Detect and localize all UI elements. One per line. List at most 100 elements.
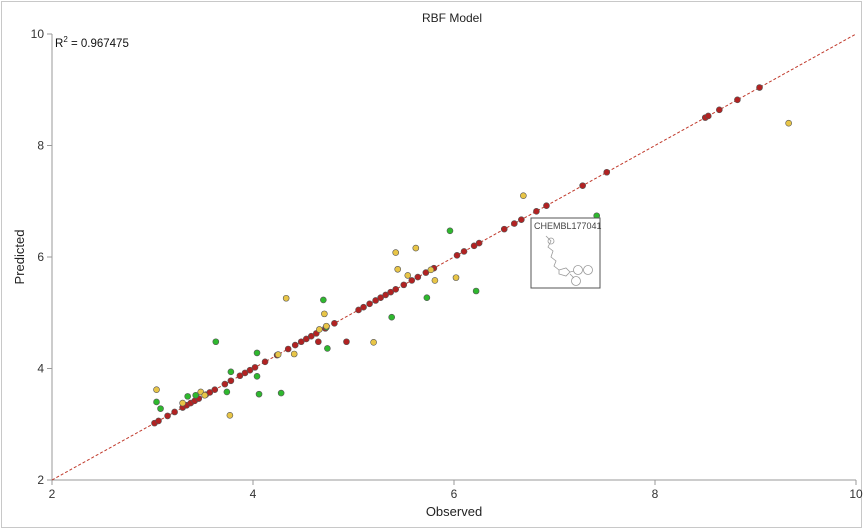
data-point[interactable] [394,265,402,273]
data-point[interactable] [520,192,527,199]
data-point[interactable] [518,216,525,223]
data-point[interactable] [253,373,261,380]
data-point[interactable] [382,291,389,299]
data-point[interactable] [414,273,422,281]
data-point[interactable] [377,294,384,301]
data-point[interactable] [716,106,723,114]
data-point[interactable] [206,389,214,396]
data-point[interactable] [246,366,254,374]
data-point[interactable] [360,303,367,311]
data-point[interactable] [212,338,220,346]
x-tick-label: 10 [849,487,863,501]
data-point[interactable] [370,338,377,346]
data-point[interactable] [155,417,162,425]
plot-area: 2 4 6 8 10 2 4 6 8 10 [31,27,863,501]
data-point[interactable] [291,341,299,349]
data-point[interactable] [470,242,478,250]
data-point[interactable] [223,388,231,396]
data-point[interactable] [543,202,550,210]
data-point[interactable] [404,272,412,279]
data-point[interactable] [236,372,244,380]
data-point[interactable] [315,338,322,346]
data-point[interactable] [422,269,430,276]
data-point[interactable] [446,227,454,235]
data-point[interactable] [211,386,219,393]
data-point[interactable] [423,294,431,301]
data-point[interactable] [704,112,712,120]
data-point[interactable] [734,96,741,104]
data-point[interactable] [284,345,292,353]
data-point[interactable] [324,345,331,352]
data-point[interactable] [475,239,483,247]
data-point[interactable] [355,306,362,314]
data-point[interactable] [192,391,200,399]
y-tick-label: 10 [31,27,45,41]
data-point[interactable] [153,386,160,393]
data-point[interactable] [251,364,259,371]
data-point[interactable] [472,287,480,295]
data-point[interactable] [388,313,395,321]
data-point[interactable] [372,297,379,304]
data-point[interactable] [392,286,400,293]
r-symbol: R [55,38,63,50]
data-point[interactable] [164,412,171,420]
data-point[interactable] [171,408,178,416]
data-point[interactable] [500,225,508,233]
data-point[interactable] [756,84,763,91]
chart-title: RBF Model [422,11,482,25]
data-points[interactable] [151,84,792,427]
data-point[interactable] [510,220,518,227]
data-point[interactable] [400,281,408,289]
data-point[interactable] [343,338,350,346]
data-point[interactable] [227,377,235,385]
data-point[interactable] [201,391,209,399]
data-point[interactable] [282,294,290,302]
data-point[interactable] [452,274,460,281]
data-point[interactable] [453,252,461,259]
data-point[interactable] [408,277,416,284]
data-point[interactable] [533,207,540,215]
x-axis-title: Observed [426,504,482,519]
data-point[interactable] [221,380,229,388]
data-point[interactable] [366,300,373,308]
r-squared-value: = 0.967475 [68,38,129,50]
data-point[interactable] [392,249,400,256]
data-point[interactable] [460,248,468,255]
data-point[interactable] [241,369,249,377]
data-point[interactable] [307,332,315,340]
data-point[interactable] [274,351,282,358]
data-point[interactable] [320,296,327,304]
compound-tooltip[interactable]: CHEMBL177041 [530,217,602,289]
data-point[interactable] [302,335,310,343]
data-point[interactable] [253,349,261,357]
data-point[interactable] [184,393,191,400]
data-point[interactable] [603,168,611,176]
data-point[interactable] [290,350,298,358]
data-point[interactable] [297,338,305,346]
data-point[interactable] [227,368,235,376]
data-point[interactable] [387,288,394,296]
data-point[interactable] [157,405,164,412]
data-point[interactable] [255,390,263,398]
y-tick-label: 8 [37,139,44,153]
data-point[interactable] [179,399,186,407]
y-tick-label: 2 [37,473,44,487]
data-point[interactable] [412,244,420,252]
data-point[interactable] [427,266,435,274]
molecule-structure-icon [545,235,593,286]
data-point[interactable] [431,277,439,284]
data-point[interactable] [153,398,160,406]
data-point[interactable] [331,320,338,327]
data-point[interactable] [316,326,323,333]
data-point[interactable] [321,310,328,318]
x-tick-label: 2 [49,487,56,501]
data-point[interactable] [226,412,234,419]
data-point[interactable] [261,358,269,366]
data-point[interactable] [323,322,330,330]
data-point[interactable] [785,119,792,127]
y-axis-title: Predicted [12,230,27,285]
data-point[interactable] [277,389,285,397]
data-point[interactable] [579,182,586,189]
x-tick-label: 6 [451,487,458,501]
